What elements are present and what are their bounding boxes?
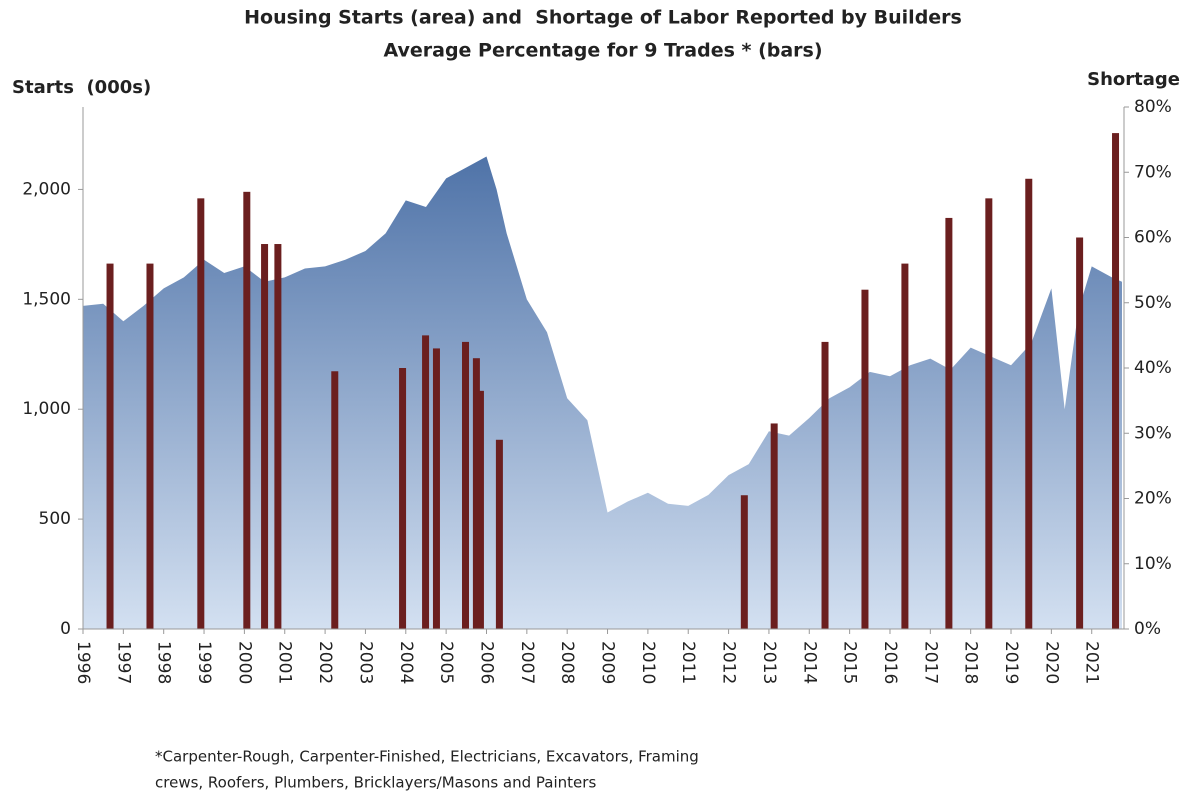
y2-tick-label: 80% bbox=[1134, 97, 1172, 117]
y2-tick-label: 0% bbox=[1134, 619, 1161, 639]
footnote: *Carpenter-Rough, Carpenter-Finished, El… bbox=[155, 748, 699, 766]
x-tick-label: 2015 bbox=[840, 641, 860, 684]
shortage-bar bbox=[821, 341, 829, 629]
shortage-bar bbox=[399, 368, 407, 629]
y2-axis-title: Shortage bbox=[1087, 69, 1180, 90]
shortage-bar bbox=[472, 358, 480, 629]
y-tick-label: 2,000 bbox=[22, 179, 71, 199]
shortage-bar bbox=[770, 423, 778, 629]
x-tick-label: 1998 bbox=[154, 641, 174, 684]
shortage-bar bbox=[985, 198, 993, 629]
shortage-bar bbox=[1025, 178, 1033, 629]
shortage-bar bbox=[901, 263, 909, 629]
x-tick-label: 2011 bbox=[678, 641, 698, 684]
y2-tick-label: 50% bbox=[1134, 293, 1172, 313]
shortage-bar bbox=[106, 263, 114, 629]
shortage-bar bbox=[261, 244, 269, 629]
shortage-bar bbox=[945, 217, 953, 630]
shortage-bar bbox=[274, 244, 282, 629]
x-tick-label: 2008 bbox=[557, 641, 577, 684]
y-tick-label: 500 bbox=[39, 509, 71, 529]
x-tick-label: 2014 bbox=[799, 641, 819, 684]
x-tick-label: 2002 bbox=[315, 641, 335, 684]
y-tick-label: 0 bbox=[60, 619, 71, 639]
shortage-bar bbox=[462, 341, 470, 629]
shortage-bar bbox=[1112, 133, 1120, 629]
shortage-bar bbox=[422, 335, 430, 629]
y-tick-label: 1,500 bbox=[22, 289, 71, 309]
x-tick-label: 2003 bbox=[355, 641, 375, 684]
y2-tick-label: 70% bbox=[1134, 162, 1172, 182]
x-tick-label: 1999 bbox=[194, 641, 214, 684]
y-tick-label: 1,000 bbox=[22, 399, 71, 419]
shortage-bar bbox=[331, 371, 339, 629]
shortage-bar bbox=[243, 191, 251, 629]
x-tick-label: 2009 bbox=[598, 641, 618, 684]
x-tick-label: 1997 bbox=[113, 641, 133, 684]
x-tick-label: 2007 bbox=[517, 641, 537, 684]
y2-tick-label: 40% bbox=[1134, 358, 1172, 378]
shortage-bar bbox=[476, 390, 484, 629]
shortage-bar bbox=[861, 289, 869, 629]
x-tick-label: 2010 bbox=[638, 641, 658, 684]
x-tick-label: 2020 bbox=[1041, 641, 1061, 684]
shortage-bar bbox=[432, 348, 440, 629]
shortage-bar bbox=[1076, 237, 1084, 629]
x-tick-label: 2016 bbox=[880, 641, 900, 684]
x-tick-label: 2005 bbox=[436, 641, 456, 684]
footnote: crews, Roofers, Plumbers, Bricklayers/Ma… bbox=[155, 774, 596, 792]
shortage-bar bbox=[146, 263, 154, 629]
shortage-bar bbox=[740, 495, 748, 629]
shortage-bar bbox=[495, 439, 503, 629]
starts-area bbox=[83, 156, 1122, 629]
x-tick-label: 2000 bbox=[234, 641, 254, 684]
x-tick-label: 2006 bbox=[476, 641, 496, 684]
x-tick-label: 2021 bbox=[1082, 641, 1102, 684]
y2-tick-label: 20% bbox=[1134, 489, 1172, 509]
x-tick-label: 2004 bbox=[396, 641, 416, 684]
x-tick-label: 2013 bbox=[759, 641, 779, 684]
y2-tick-label: 10% bbox=[1134, 554, 1172, 574]
x-tick-label: 1996 bbox=[73, 641, 93, 684]
chart-title: Housing Starts (area) and Shortage of La… bbox=[244, 7, 962, 29]
y2-tick-label: 60% bbox=[1134, 228, 1172, 248]
x-tick-label: 2001 bbox=[275, 641, 295, 684]
shortage-bar bbox=[197, 198, 205, 629]
x-tick-label: 2017 bbox=[920, 641, 940, 684]
x-tick-label: 2019 bbox=[1001, 641, 1021, 684]
chart-subtitle: Average Percentage for 9 Trades * (bars) bbox=[383, 40, 822, 62]
y-axis-title: Starts (000s) bbox=[12, 77, 151, 98]
y2-tick-label: 30% bbox=[1134, 423, 1172, 443]
x-tick-label: 2018 bbox=[961, 641, 981, 684]
x-tick-label: 2012 bbox=[719, 641, 739, 684]
